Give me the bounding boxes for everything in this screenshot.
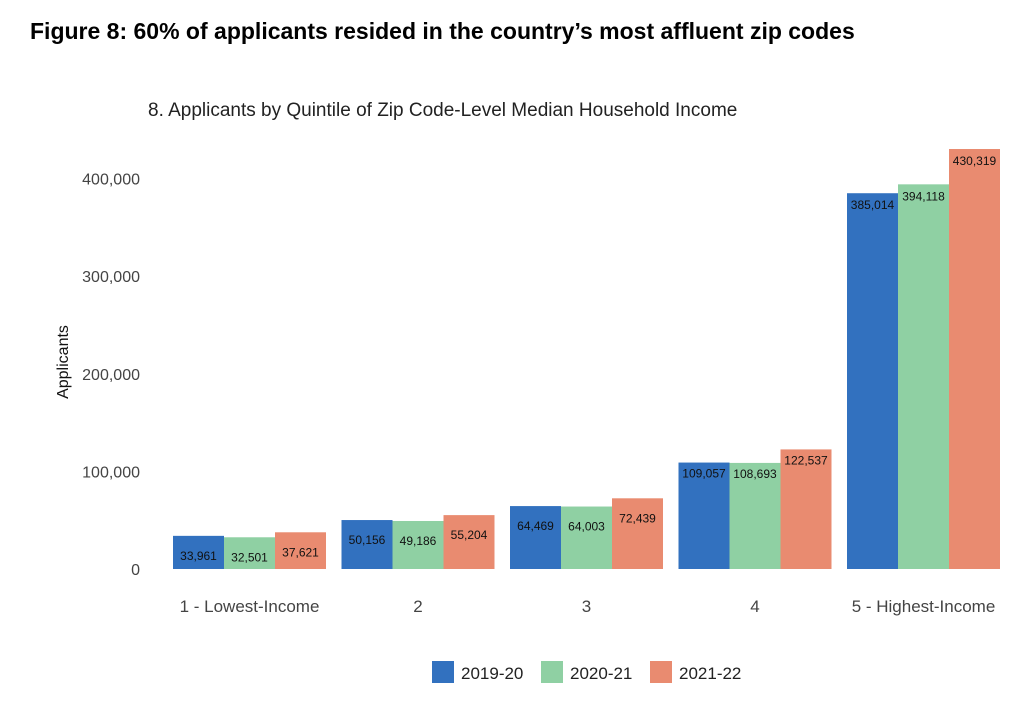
- bar-value-label: 55,204: [451, 528, 488, 542]
- bar-value-label: 64,003: [568, 520, 605, 534]
- bar: [780, 449, 832, 569]
- bar: [275, 532, 326, 569]
- y-tick-label: 400,000: [82, 172, 140, 189]
- bar: [678, 462, 730, 569]
- chart-title: 8. Applicants by Quintile of Zip Code-Le…: [148, 100, 737, 121]
- bar: [847, 193, 898, 569]
- bar-value-label: 32,501: [231, 550, 268, 564]
- bar-value-label: 33,961: [180, 549, 217, 563]
- bar: [173, 535, 224, 569]
- bar: [341, 520, 393, 569]
- bar: [224, 537, 275, 569]
- bar-value-label: 385,014: [851, 198, 895, 212]
- bar: [898, 184, 949, 570]
- legend-swatch: [541, 661, 563, 683]
- bars-group: [173, 149, 1000, 570]
- y-axis-label: Applicants: [55, 325, 72, 399]
- legend-swatch: [432, 661, 454, 683]
- legend: 2019-20 2020-21 2021-22: [432, 661, 741, 683]
- bar-value-label: 394,118: [902, 189, 945, 203]
- legend-label: 2020-21: [570, 664, 632, 683]
- legend-label: 2019-20: [461, 664, 523, 683]
- bar: [510, 506, 561, 569]
- figure-title: Figure 8: 60% of applicants resided in t…: [30, 18, 855, 44]
- bar: [561, 506, 612, 569]
- bar-labels-group: 33,961 32,501 37,621 50,156 49,186 55,204 64,4…: [180, 154, 996, 564]
- bar: [612, 498, 663, 569]
- bar-value-label: 37,621: [282, 545, 319, 559]
- bar-value-label: 49,186: [400, 534, 437, 548]
- x-tick-label: 5 - Highest-Income: [852, 597, 996, 616]
- bar: [443, 515, 495, 569]
- bar-value-label: 108,693: [733, 467, 777, 481]
- x-tick-label: 3: [582, 597, 591, 616]
- bar-value-label: 430,319: [953, 154, 997, 168]
- x-axis-ticks: 1 - Lowest-Income 2 3 4 5 - Highest-Income: [180, 597, 996, 616]
- bar: [949, 149, 1000, 569]
- bar-value-label: 109,057: [682, 467, 726, 481]
- legend-label: 2021-22: [679, 664, 741, 683]
- bar: [729, 462, 781, 569]
- y-tick-label: 0: [131, 562, 140, 579]
- legend-swatch: [650, 661, 672, 683]
- bar-value-label: 72,439: [619, 511, 656, 525]
- bar: [392, 520, 444, 569]
- x-tick-label: 2: [413, 597, 422, 616]
- y-tick-label: 200,000: [82, 367, 140, 384]
- y-axis-ticks: 0 100,000 200,000 300,000 400,000: [82, 172, 140, 579]
- bar-value-label: 64,469: [517, 519, 554, 533]
- x-tick-label: 4: [750, 597, 759, 616]
- y-tick-label: 300,000: [82, 269, 140, 286]
- y-tick-label: 100,000: [82, 464, 140, 481]
- bar-value-label: 122,537: [784, 453, 828, 467]
- x-tick-label: 1 - Lowest-Income: [180, 597, 320, 616]
- bar-value-label: 50,156: [349, 533, 386, 547]
